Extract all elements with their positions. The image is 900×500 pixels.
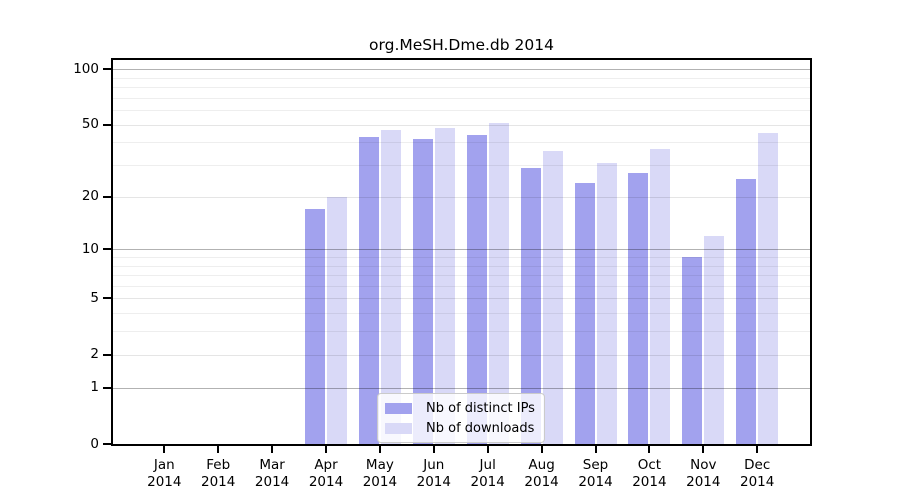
gridline-major [113, 196, 810, 198]
x-tick [271, 446, 274, 453]
legend-label-distinct-ips: Nb of distinct IPs [426, 400, 535, 416]
y-tick [103, 386, 111, 389]
legend-row-downloads: Nb of downloads [385, 418, 535, 438]
bar-distinct-ips [628, 173, 649, 444]
y-tick-label: 10 [81, 240, 99, 257]
y-tick-label: 100 [73, 60, 99, 77]
x-tick-label: May 2014 [362, 457, 398, 490]
x-tick-label: Nov 2014 [686, 457, 721, 490]
y-tick [103, 123, 111, 126]
x-tick [163, 446, 166, 453]
bar-downloads [596, 162, 617, 444]
bar-distinct-ips [412, 138, 433, 444]
bar-distinct-ips [358, 136, 379, 444]
x-tick [217, 446, 220, 453]
legend: Nb of distinct IPs Nb of downloads [377, 393, 545, 443]
y-tick [103, 443, 111, 445]
legend-row-distinct-ips: Nb of distinct IPs [385, 398, 535, 418]
y-tick-label: 5 [90, 289, 99, 306]
gridline-major [113, 124, 810, 126]
bar-downloads [650, 148, 671, 444]
x-tick [486, 446, 489, 453]
y-tick-label: 1 [90, 379, 99, 396]
bar-downloads [488, 123, 509, 444]
gridline-minor [113, 165, 810, 167]
gridline-minor [113, 97, 810, 99]
legend-label-downloads: Nb of downloads [426, 420, 535, 436]
x-tick [756, 446, 759, 453]
y-tick [103, 248, 111, 251]
bar-downloads [758, 133, 779, 444]
y-tick [103, 68, 111, 71]
x-tick [648, 446, 651, 453]
x-tick [702, 446, 705, 453]
y-tick-label: 2 [90, 346, 99, 363]
bar-downloads [434, 127, 455, 444]
gridline-minor [113, 110, 810, 112]
x-tick-label: Feb 2014 [201, 457, 236, 490]
gridline-minor [113, 77, 810, 79]
legend-swatch-downloads [385, 422, 412, 434]
bar-downloads [380, 129, 401, 444]
bar-downloads [327, 196, 347, 444]
bar-distinct-ips [682, 257, 703, 444]
x-tick [378, 446, 381, 453]
x-tick [540, 446, 543, 453]
y-tick [103, 353, 111, 356]
bar-downloads [542, 150, 563, 444]
bar-downloads [704, 235, 725, 444]
y-tick-label: 0 [90, 435, 99, 452]
y-tick-label: 20 [81, 188, 99, 205]
y-tick [103, 297, 111, 300]
x-tick-label: Jan 2014 [147, 457, 182, 490]
x-tick-label: Jun 2014 [416, 457, 451, 490]
x-tick-label: Aug 2014 [524, 457, 559, 490]
x-tick-label: Dec 2014 [740, 457, 775, 490]
x-tick-label: Sep 2014 [578, 457, 613, 490]
legend-swatch-distinct-ips [385, 402, 412, 414]
bar-distinct-ips [736, 179, 757, 444]
bar-distinct-ips [574, 182, 595, 444]
x-tick-label: Apr 2014 [308, 457, 344, 490]
y-tick-label: 50 [81, 116, 99, 133]
bar-distinct-ips [520, 167, 541, 444]
x-tick [325, 446, 327, 453]
gridline-minor [113, 142, 810, 144]
bar-distinct-ips [466, 134, 487, 444]
y-tick [103, 195, 111, 198]
plot-area: Nb of distinct IPs Nb of downloads 100 50… [73, 58, 812, 490]
bar-distinct-ips [305, 209, 325, 444]
x-tick [594, 446, 597, 453]
x-tick-label: Jul 2014 [470, 457, 505, 490]
chart-title: org.MeSH.Dme.db 2014 [369, 36, 554, 54]
gridline-decade [113, 69, 810, 71]
x-tick-label: Mar 2014 [254, 457, 290, 490]
x-tick-label: Oct 2014 [632, 457, 667, 490]
x-tick [432, 446, 435, 453]
gridline-minor [113, 87, 810, 89]
